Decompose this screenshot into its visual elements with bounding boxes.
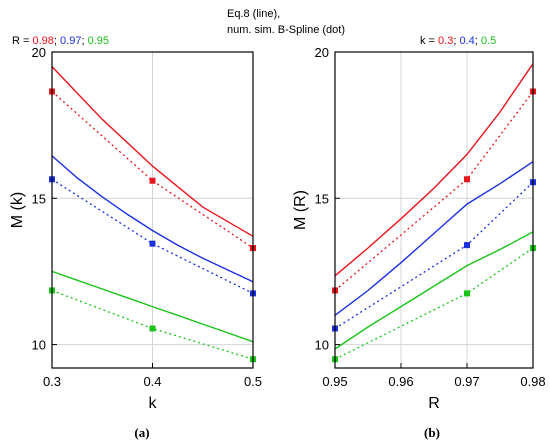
simulation-point: [149, 325, 156, 332]
model-line: [334, 63, 534, 277]
model-line: [334, 231, 534, 350]
simulation-point: [149, 177, 156, 184]
model-line: [51, 270, 254, 343]
y-axis-label: M (R): [292, 190, 309, 230]
y-tick-label: 15: [315, 191, 329, 206]
x-tick-label: 0.98: [520, 374, 545, 389]
x-tick-label: 0.5: [244, 374, 262, 389]
simulation-dotted-line: [51, 289, 254, 360]
model-line: [51, 66, 254, 237]
y-tick-label: 10: [315, 338, 329, 353]
legend-item: 0.97: [60, 35, 81, 47]
x-tick-label: 0.97: [454, 374, 479, 389]
series-0.3: [332, 63, 536, 294]
simulation-point: [464, 176, 470, 183]
series-0.5: [332, 231, 536, 363]
legend-item: ;: [54, 35, 60, 47]
model-line: [334, 161, 534, 316]
legend-item: 0.95: [88, 35, 109, 47]
x-axis-label: R: [428, 395, 440, 412]
header-line-1: Eq.8 (line),: [227, 8, 280, 20]
y-tick-label: 10: [32, 338, 46, 353]
x-tick-label: 0.4: [143, 374, 161, 389]
legend-item: ;: [475, 35, 481, 47]
legend-item: ;: [81, 35, 87, 47]
x-axis-label: k: [149, 395, 158, 412]
legend-item: ;: [453, 35, 459, 47]
simulation-point: [149, 240, 156, 247]
panel-label: (a): [134, 425, 149, 440]
simulation-dotted-line: [334, 247, 534, 360]
y-tick-label: 20: [32, 45, 46, 60]
legend-item: 0.4: [459, 35, 474, 47]
panel-b: 0.95 0.96 0.97 0.98 10 15 20 R M (R) k = 0.3; 0.4…: [292, 35, 546, 440]
simulation-point: [464, 290, 470, 297]
legend-item: 0.5: [481, 35, 496, 47]
panel-label: (b): [424, 425, 440, 440]
simulation-dotted-line: [334, 181, 534, 330]
panel-a: 0.3 0.4 0.5 10 15 20 k M (k) R = 0.98; 0.97; 0.9…: [9, 35, 262, 440]
legend: R = 0.98; 0.97; 0.95: [12, 35, 109, 47]
simulation-dotted-line: [51, 91, 254, 249]
y-tick-label: 15: [32, 191, 46, 206]
plot-frame: [334, 51, 534, 369]
simulation-dotted-line: [334, 91, 534, 291]
legend-item: 0.98: [32, 35, 53, 47]
simulation-point: [464, 242, 470, 249]
legend-prefix: R =: [12, 35, 32, 47]
legend-prefix: k =: [420, 35, 438, 47]
legend-item: 0.3: [438, 35, 453, 47]
model-line: [51, 155, 254, 283]
x-tick-label: 0.3: [43, 374, 61, 389]
header-line-2: num. sim. B-Spline (dot): [227, 24, 345, 36]
x-tick-label: 0.96: [388, 374, 413, 389]
y-tick-label: 20: [315, 45, 329, 60]
x-tick-label: 0.95: [322, 374, 347, 389]
legend: k = 0.3; 0.4; 0.5: [420, 35, 496, 47]
y-axis-label: M (k): [9, 192, 26, 228]
